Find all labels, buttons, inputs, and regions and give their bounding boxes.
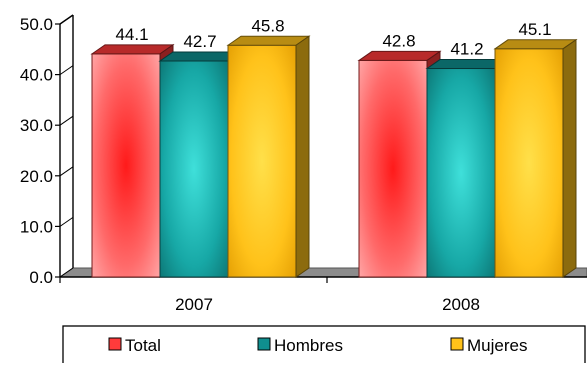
y-depth-tick	[59, 216, 74, 227]
legend-box	[62, 325, 586, 367]
y-depth-tick	[59, 65, 74, 76]
legend-label: Total	[125, 336, 161, 355]
y-tick-label: 0.0	[29, 268, 53, 287]
y-tick-label: 30.0	[20, 116, 53, 135]
bar-top	[226, 35, 311, 46]
data-label: 45.1	[518, 20, 551, 39]
y-depth-tick	[59, 166, 74, 177]
bar-front	[494, 48, 564, 278]
data-label: 41.2	[450, 40, 483, 59]
y-tick-label: 10.0	[20, 217, 53, 236]
bar-front	[358, 59, 428, 278]
bar-front	[426, 68, 496, 278]
bar-front	[159, 60, 229, 278]
legend-swatch	[257, 337, 271, 351]
y-tick-label: 40.0	[20, 66, 53, 85]
data-label: 44.1	[115, 25, 148, 44]
y-depth-tick	[59, 14, 74, 25]
y-tick-label: 20.0	[20, 167, 53, 186]
y-depth-tick	[59, 267, 74, 278]
bar-front	[91, 53, 161, 278]
bar-top	[357, 50, 442, 61]
legend-label: Hombres	[274, 336, 343, 355]
x-category-label: 2008	[442, 295, 480, 314]
y-depth-tick	[59, 115, 74, 126]
legend-swatch	[108, 337, 122, 351]
y-tick-label: 50.0	[20, 15, 53, 34]
bar-side	[562, 38, 577, 278]
data-label: 42.8	[382, 31, 415, 50]
bar-side	[295, 35, 310, 278]
bar-top	[90, 44, 175, 55]
bar-front	[227, 44, 297, 278]
legend-swatch	[450, 337, 464, 351]
data-label: 42.7	[183, 32, 216, 51]
data-label: 45.8	[251, 16, 284, 35]
legend-label: Mujeres	[467, 336, 527, 355]
x-category-label: 2007	[175, 295, 213, 314]
bar-top	[493, 39, 578, 50]
